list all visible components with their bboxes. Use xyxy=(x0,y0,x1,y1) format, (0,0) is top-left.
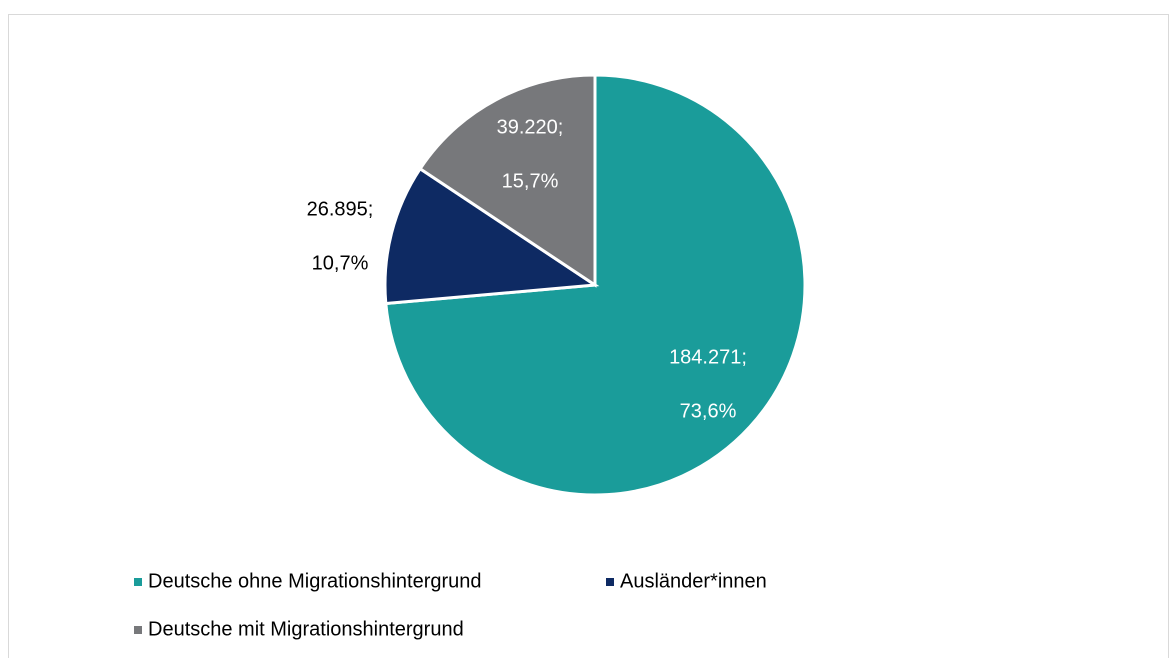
data-label: 73,6% xyxy=(680,400,737,422)
pie-slice xyxy=(418,73,597,288)
legend-label: Ausländer*innen xyxy=(620,570,767,592)
data-label: 39.220; xyxy=(497,116,564,138)
legend-label: Deutsche ohne Migrationshintergrund xyxy=(148,570,482,592)
data-label: 184.271; xyxy=(669,346,747,368)
legend-swatch xyxy=(134,578,142,586)
data-label: 15,7% xyxy=(502,170,559,192)
legend-swatch xyxy=(134,626,142,634)
legend-swatch xyxy=(606,578,614,586)
data-label: 26.895; xyxy=(307,198,374,220)
data-label: 10,7% xyxy=(312,252,369,274)
legend-label: Deutsche mit Migrationshintergrund xyxy=(148,618,464,640)
pie-slice xyxy=(383,166,600,306)
